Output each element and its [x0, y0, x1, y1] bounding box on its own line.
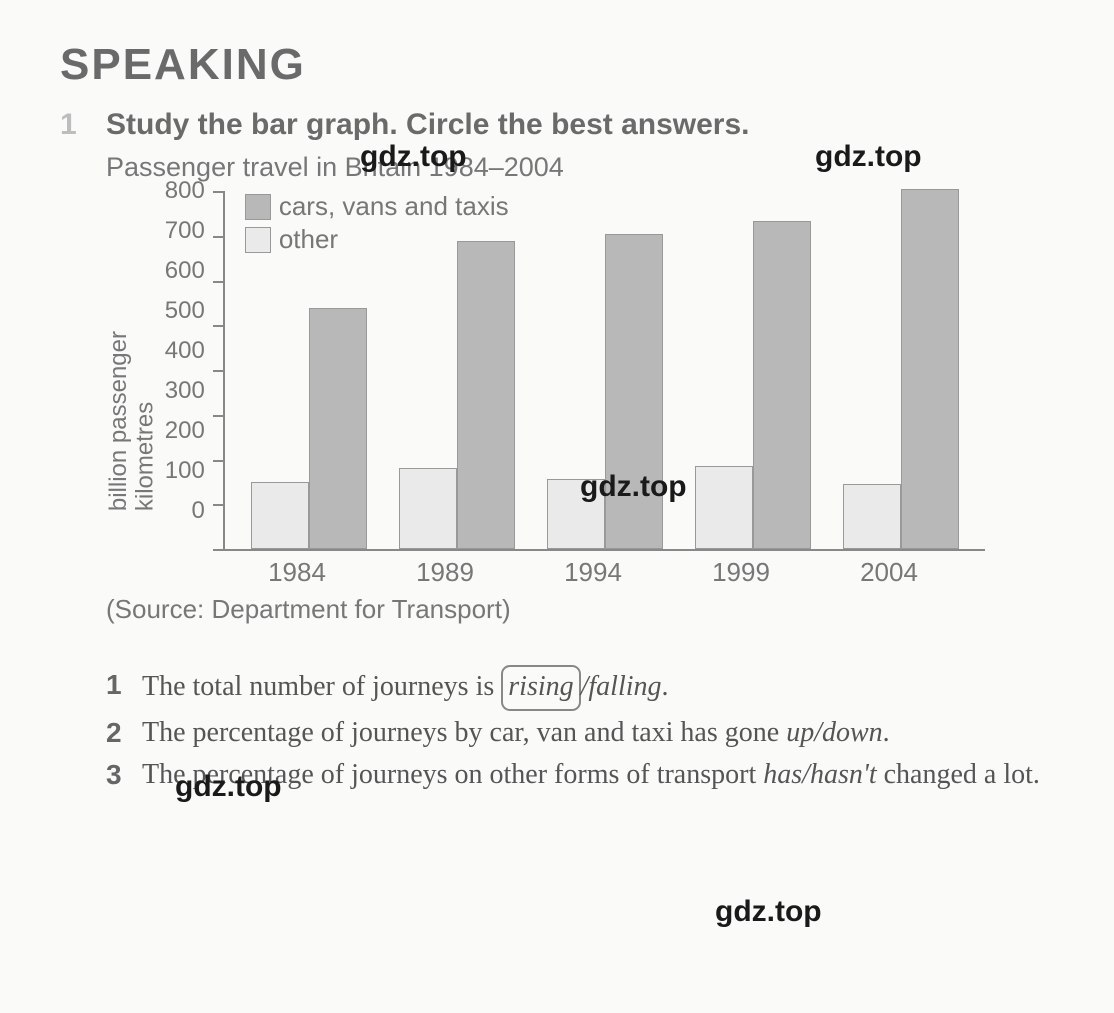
y-tick-label: 800	[165, 179, 205, 219]
answer-option[interactable]: hasn't	[810, 759, 877, 790]
question-item: 1The total number of journeys is rising/…	[106, 665, 1054, 711]
watermark-text: gdz.top	[715, 895, 822, 929]
bar-group	[695, 221, 811, 550]
y-tick-label: 100	[165, 459, 205, 499]
answer-option[interactable]: has	[763, 759, 802, 790]
bar-cars	[605, 234, 663, 549]
bar-other	[547, 479, 605, 549]
y-tick-label: 300	[165, 379, 205, 419]
exercise-number: 1	[60, 108, 106, 142]
bar-group	[843, 189, 959, 549]
bar-cars	[901, 189, 959, 549]
chart-title: Passenger travel in Britain 1984–2004	[106, 152, 1054, 183]
tick-mark	[213, 504, 225, 506]
tick-mark	[213, 415, 225, 417]
option-separator: /	[802, 759, 810, 790]
answer-option[interactable]: up	[786, 717, 814, 748]
bar-other	[843, 484, 901, 549]
y-tick-label: 700	[165, 219, 205, 259]
y-tick-label: 600	[165, 259, 205, 299]
tick-mark	[213, 281, 225, 283]
y-tick-label: 400	[165, 339, 205, 379]
section-heading: SPEAKING	[60, 40, 1054, 90]
y-axis-label: billion passengerkilometres	[106, 331, 159, 511]
bar-other	[251, 482, 309, 550]
bar-other	[399, 468, 457, 549]
question-item: 2The percentage of journeys by car, van …	[106, 713, 1054, 754]
y-tick-label: 0	[165, 499, 205, 539]
x-axis-wrapper: 1984 1989 1994 1999 2004	[106, 551, 1054, 588]
bar-cars	[753, 221, 811, 550]
bar-cars	[309, 308, 367, 549]
y-axis-ticks: 8007006005004003002001000	[165, 191, 205, 551]
instruction-text: Study the bar graph. Circle the best ans…	[106, 108, 750, 142]
question-number: 3	[106, 755, 142, 796]
bar-group	[399, 241, 515, 549]
x-tick-label: 1984	[239, 557, 355, 588]
bar-group	[547, 234, 663, 549]
y-tick-label: 500	[165, 299, 205, 339]
answer-option[interactable]: rising	[501, 665, 580, 711]
chart-source: (Source: Department for Transport)	[106, 594, 1054, 625]
bar-other	[695, 466, 753, 549]
chart-area: billion passengerkilometres 800700600500…	[106, 191, 1054, 551]
question-text: The percentage of journeys by car, van a…	[142, 713, 1054, 754]
questions-list: 1The total number of journeys is rising/…	[106, 665, 1054, 796]
instruction-row: 1 Study the bar graph. Circle the best a…	[60, 108, 1054, 142]
y-tick-label: 200	[165, 419, 205, 459]
chart-plot: cars, vans and taxisother	[225, 191, 985, 551]
chart-block: Passenger travel in Britain 1984–2004 bi…	[106, 152, 1054, 625]
question-text: The total number of journeys is rising/f…	[142, 665, 1054, 711]
y-axis-tick-marks	[211, 191, 225, 551]
answer-option[interactable]: down	[822, 717, 883, 748]
option-separator: /	[814, 717, 822, 748]
question-text: The percentage of journeys on other form…	[142, 755, 1054, 796]
x-tick-label: 1999	[683, 557, 799, 588]
question-item: 3The percentage of journeys on other for…	[106, 755, 1054, 796]
answer-option[interactable]: falling	[588, 671, 661, 702]
x-tick-label: 2004	[831, 557, 947, 588]
tick-mark	[213, 460, 225, 462]
x-tick-label: 1989	[387, 557, 503, 588]
x-tick-label: 1994	[535, 557, 651, 588]
question-number: 1	[106, 665, 142, 711]
question-number: 2	[106, 713, 142, 754]
x-axis-labels: 1984 1989 1994 1999 2004	[213, 551, 973, 588]
x-axis-spacer	[106, 551, 193, 588]
tick-mark	[213, 370, 225, 372]
tick-mark	[213, 236, 225, 238]
page: SPEAKING 1 Study the bar graph. Circle t…	[60, 40, 1054, 796]
tick-mark	[213, 191, 225, 193]
tick-mark	[213, 325, 225, 327]
bar-group	[251, 308, 367, 549]
bar-cars	[457, 241, 515, 549]
bars-container	[225, 191, 985, 549]
